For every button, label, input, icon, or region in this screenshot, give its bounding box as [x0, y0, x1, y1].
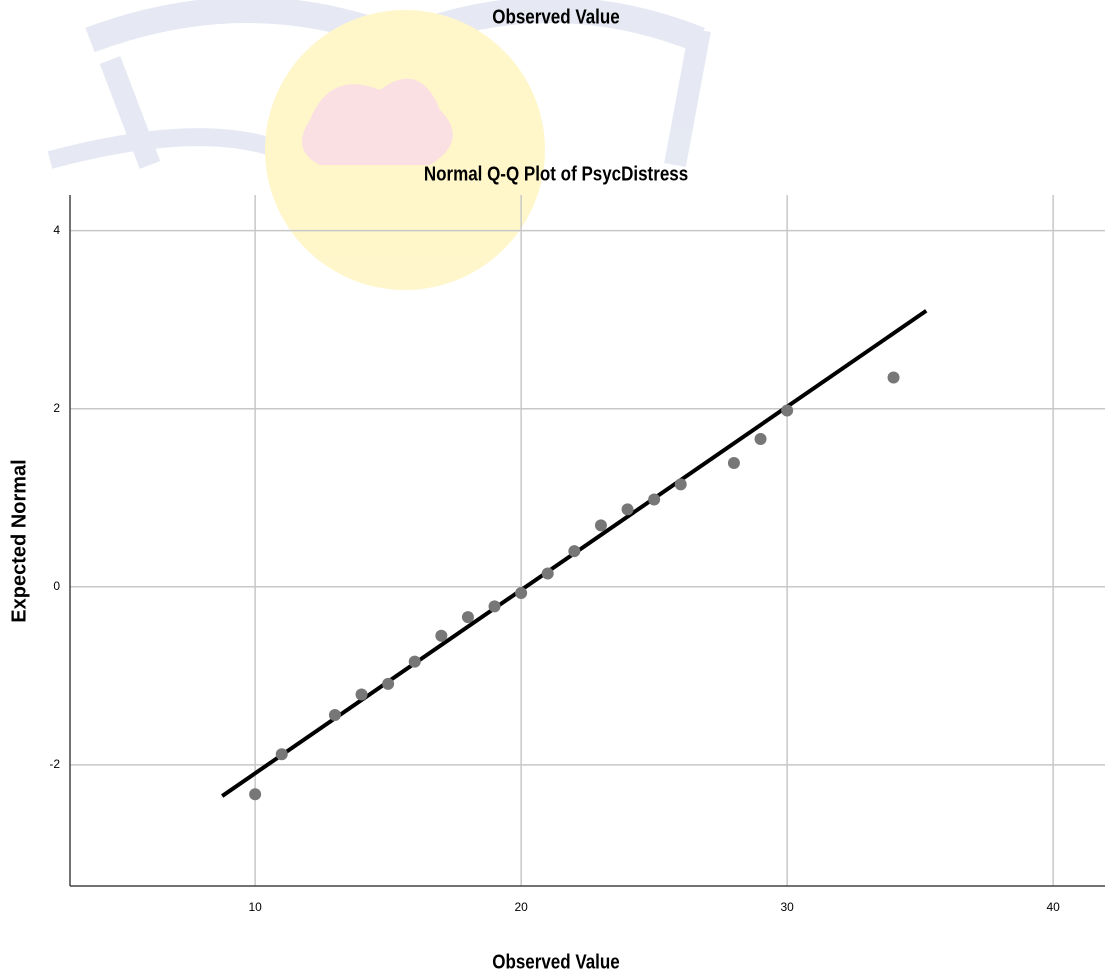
data-point [568, 545, 580, 557]
data-point [755, 433, 767, 445]
x-tick-label: 20 [514, 900, 528, 914]
data-point [382, 678, 394, 690]
data-point [728, 457, 740, 469]
data-point [781, 404, 793, 416]
data-point [515, 587, 527, 599]
y-tick-label: 2 [53, 401, 60, 415]
x-axis-label: Observed Value [492, 950, 619, 973]
data-point [409, 656, 421, 668]
y-tick-label: 0 [53, 579, 60, 593]
chart-title: Normal Q-Q Plot of PsycDistress [424, 162, 688, 185]
x-tick-label: 10 [248, 900, 262, 914]
header-caption: Observed Value [492, 5, 619, 28]
watermark [50, 10, 700, 290]
x-tick-label: 40 [1046, 900, 1060, 914]
data-point [622, 503, 634, 515]
y-tick-label: 4 [53, 223, 60, 237]
data-point [489, 600, 501, 612]
page: Observed Value Normal Q-Q Plot of PsycDi… [0, 0, 1113, 976]
data-point [675, 478, 687, 490]
data-point [329, 709, 341, 721]
plot-area: -2 0 2 4 10 20 30 40 [49, 195, 1105, 914]
x-tick-label: 30 [780, 900, 794, 914]
data-point [356, 689, 368, 701]
y-axis-label: Expected Normal [8, 459, 30, 622]
data-point [595, 519, 607, 531]
data-point [462, 611, 474, 623]
data-point [249, 788, 261, 800]
y-tick-label: -2 [49, 757, 60, 771]
chart: Observed Value Normal Q-Q Plot of PsycDi… [0, 0, 1113, 976]
data-point [276, 748, 288, 760]
data-point [435, 630, 447, 642]
data-point [888, 372, 900, 384]
data-point [648, 494, 660, 506]
data-point [542, 567, 554, 579]
